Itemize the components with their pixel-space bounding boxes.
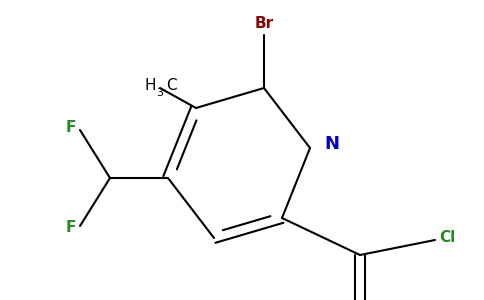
Text: H: H bbox=[145, 79, 156, 94]
Text: Br: Br bbox=[255, 16, 273, 31]
Text: F: F bbox=[66, 121, 76, 136]
Text: F: F bbox=[66, 220, 76, 236]
Text: Cl: Cl bbox=[439, 230, 455, 245]
Text: C: C bbox=[166, 79, 177, 94]
Text: 3: 3 bbox=[156, 88, 163, 98]
Text: N: N bbox=[324, 135, 339, 153]
